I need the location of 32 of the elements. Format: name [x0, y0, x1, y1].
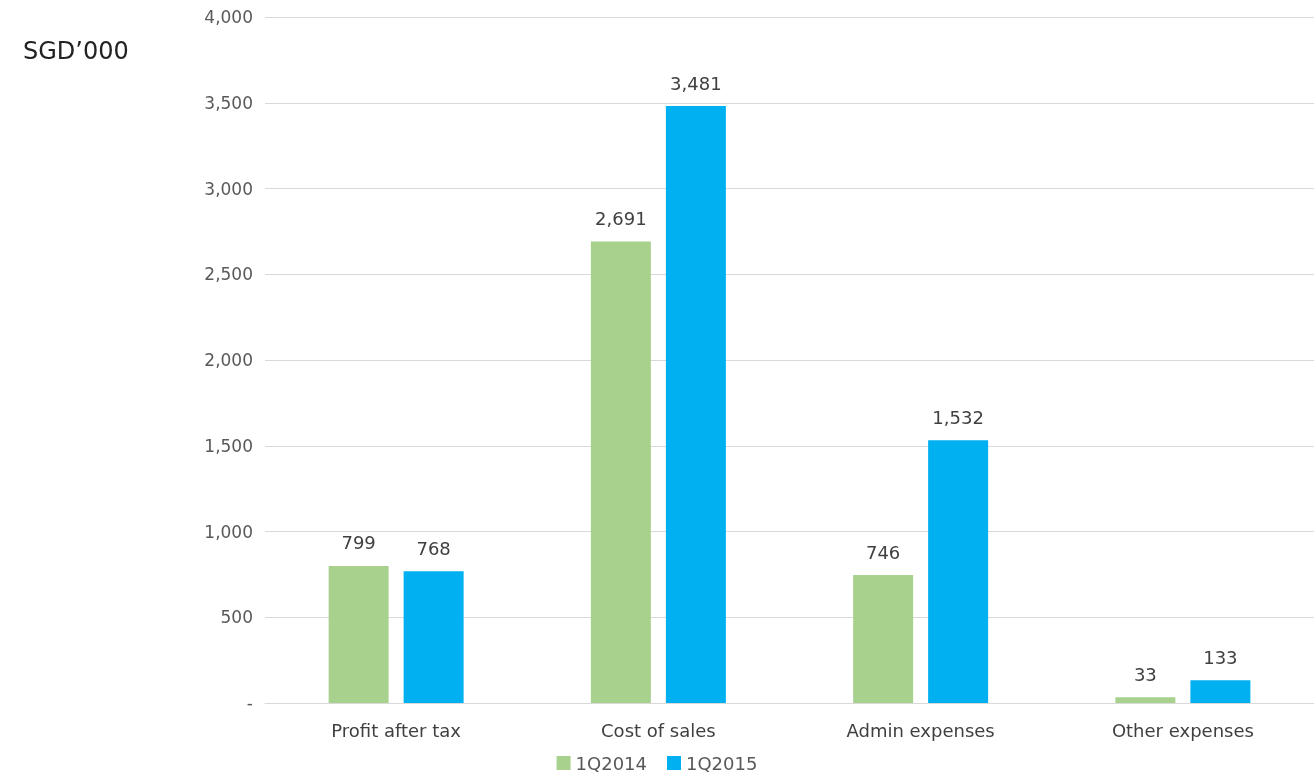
data-label: 1,532 [932, 406, 984, 428]
data-label: 3,481 [670, 72, 722, 94]
y-tick-label: 3,000 [204, 178, 253, 199]
data-label: 33 [1133, 663, 1157, 685]
data-label: 768 [416, 537, 451, 559]
x-tick-label: Other expenses [1111, 719, 1254, 741]
bar [1115, 697, 1176, 703]
legend-label: 1Q2015 [686, 752, 758, 774]
x-tick-label: Cost of sales [601, 719, 716, 741]
y-tick-label: 1,000 [204, 521, 253, 542]
data-label: 133 [1203, 646, 1238, 668]
data-label: 746 [865, 541, 901, 563]
legend-label: 1Q2014 [575, 752, 648, 774]
data-label: 2,691 [595, 207, 647, 229]
data-label: 799 [341, 532, 376, 554]
bar [853, 575, 914, 703]
y-tick-label: 500 [220, 607, 253, 628]
y-axis-title: SGD’000 [23, 37, 129, 65]
bar [928, 440, 989, 703]
bar [403, 571, 464, 703]
x-tick-label: Profit after tax [331, 719, 462, 741]
y-tick-label: 4,000 [204, 7, 253, 27]
y-tick-label: 2,500 [204, 264, 253, 285]
y-tick-label: 1,500 [204, 435, 253, 456]
bar [1190, 680, 1251, 703]
x-tick-label: Admin expenses [846, 719, 995, 741]
bar [665, 106, 726, 703]
bar [590, 241, 651, 703]
y-tick-label: - [246, 693, 253, 713]
y-tick-label: 3,500 [204, 92, 253, 113]
y-tick-label: 2,000 [204, 350, 253, 370]
bar [328, 565, 389, 703]
